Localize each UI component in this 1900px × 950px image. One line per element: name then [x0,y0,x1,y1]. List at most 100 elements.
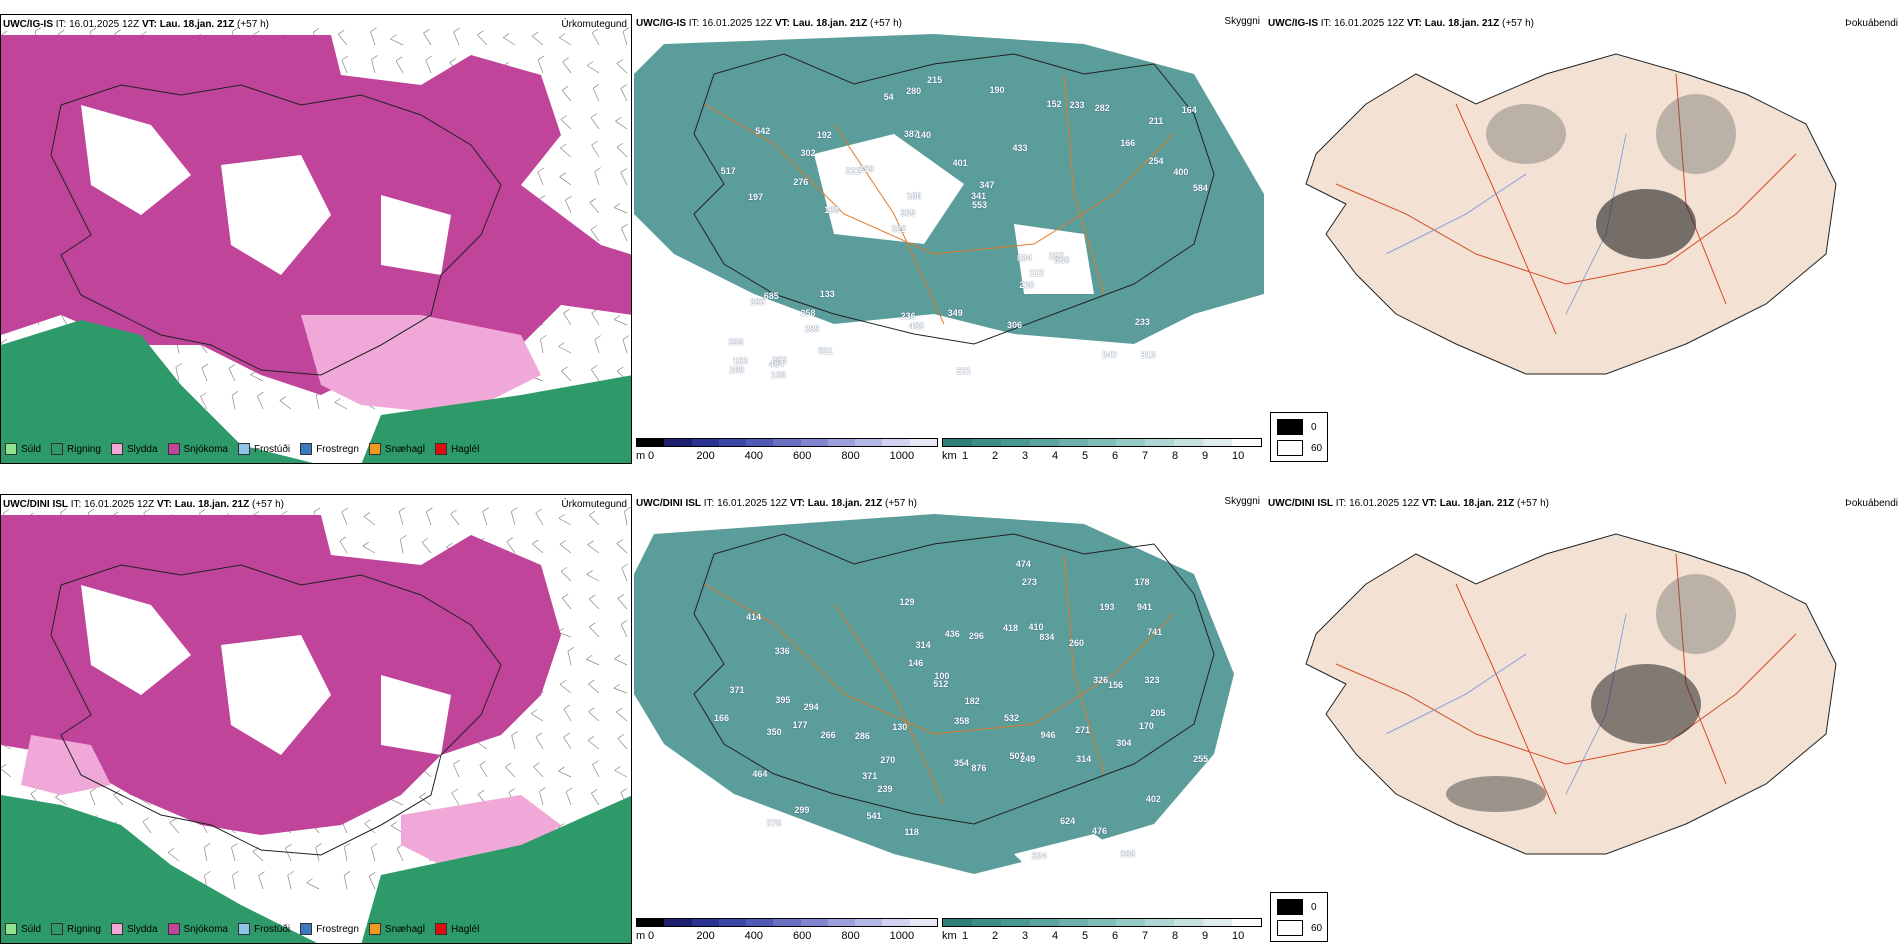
scale-tick: 3 [1022,930,1029,942]
peak-elevation-label: 741 [1147,626,1163,637]
peak-elevation-label: 189 [824,205,840,216]
legend-item-snjokoma: Snjókoma [167,923,228,935]
scale-tick: 4 [1052,450,1059,462]
legend-item-snaehagl: Snæhagl [368,443,425,455]
scale-tick: 200 [696,450,715,462]
scale-unit: km [942,450,957,462]
scale-tick: 400 [744,930,764,942]
panel-header: UWC/IG-IS IT: 16.01.2025 12Z VT: Lau. 18… [3,19,269,30]
peak-elevation-label: 197 [747,192,763,203]
peak-elevation-label: 314 [1076,753,1092,764]
scale-tick: 7 [1142,930,1149,942]
peak-elevation-label: 354 [953,758,969,769]
peak-elevation-label: 314 [915,639,931,650]
peak-elevation-label: 299 [794,805,810,816]
scale-tick: 10 [1232,450,1245,462]
rain-area [1,795,317,943]
elevation-scale-bar [636,918,938,927]
peak-elevation-label: 205 [729,365,745,376]
scale-tick: 400 [744,450,764,462]
precip-type-map-1 [1,26,631,463]
peak-elevation-label: 553 [971,199,988,210]
peak-elevation-label: 211 [1148,115,1164,126]
peak-elevation-label: 339 [900,207,916,218]
peak-elevation-label: 286 [854,730,870,741]
peak-elevation-label: 624 [1060,815,1076,826]
panel-title-fog: Þokuábendi [1845,498,1898,509]
peak-elevation-label: 230 [1019,280,1035,291]
legend-item-snaehagl: Snæhagl [368,923,425,935]
peak-elevation-label: 280 [906,86,922,97]
peak-elevation-label: 532 [1003,712,1019,723]
legend-item-suld: Súld [5,923,41,935]
legend-item-frostregn: Frostregn [300,923,359,935]
scale-tick: 1000 [889,930,915,942]
peak-elevation-label: 215 [927,74,943,85]
scale-tick: 8 [1172,450,1179,462]
precip-type-panel-2: UWC/DINI ISL IT: 16.01.2025 12Z VT: Lau.… [0,494,632,944]
peak-elevation-label: 371 [729,684,745,695]
peak-elevation-label: 324 [1031,851,1047,862]
rain-area [1,320,313,463]
sleet-area [301,315,541,415]
legend-item-frostregn: Frostregn [300,443,359,455]
panel-header: UWC/IG-IS IT: 16.01.2025 12Z VT: Lau. 18… [1268,18,1534,29]
peak-elevation-label: 323 [1144,675,1160,686]
peak-elevation-label: 233 [1134,317,1150,328]
peak-elevation-label: 834 [1039,631,1055,642]
peak-elevation-label: 152 [1046,98,1062,109]
peak-elevation-label: 542 [755,126,771,137]
peak-elevation-label: 180 [906,190,922,201]
peak-elevation-label: 517 [720,165,736,176]
peak-elevation-label: 512 [933,679,949,690]
peak-elevation-label: 418 [1002,623,1018,634]
scale-tick: 10 [1232,930,1245,942]
peak-elevation-label: 130 [892,721,908,732]
peak-elevation-label: 531 [818,345,834,356]
peak-elevation-label: 178 [1134,576,1150,587]
peak-elevation-label: 630 [1054,254,1070,265]
peak-elevation-label: 436 [944,629,960,640]
peak-elevation-label: 349 [947,308,963,319]
peak-elevation-label: 221 [845,166,861,177]
scale-tick: 1 [962,450,969,462]
peak-elevation-label: 133 [819,288,835,299]
peak-elevation-label: 140 [915,129,931,140]
peak-elevation-label: 282 [1094,102,1110,113]
peak-elevation-label: 177 [792,720,808,731]
peak-elevation-label: 273 [1021,577,1037,588]
scale-tick: 3 [1022,450,1029,462]
peak-elevation-label: 249 [1020,753,1036,764]
peak-elevation-label: 276 [766,817,782,828]
peak-elevation-label: 271 [1075,725,1091,736]
scale-tick: 6 [1112,450,1119,462]
scale-tick: 0 [648,930,655,942]
peak-elevation-label: 266 [820,729,836,740]
scale-unit: km [942,930,957,942]
peak-elevation-label: 476 [1092,826,1108,837]
scale-tick: 5 [1082,930,1089,942]
peak-elevation-label: 247 [1102,349,1118,360]
peak-elevation-label: 182 [964,696,980,707]
precip-type-map-2 [1,506,631,943]
scale-tick: 600 [793,450,812,462]
peak-elevation-label: 358 [954,715,970,726]
peak-elevation-label: 395 [775,694,791,705]
scale-tick: 800 [841,930,860,942]
scale-tick: 200 [696,930,715,942]
peak-elevation-label: 166 [1120,138,1136,149]
peak-elevation-label: 399 [728,336,744,347]
peak-elevation-label: 296 [968,631,984,642]
precip-type-legend: Súld Rigning Slydda Snjókoma Frostúði Fr… [5,923,479,935]
peak-elevation-label: 474 [1015,559,1031,570]
scale-unit: m [636,930,646,942]
fog-map-2 [1305,533,1837,855]
peak-elevation-label: 289 [804,324,820,335]
legend-item-rigning: Rigning [51,443,101,455]
scale-tick: 0 [648,450,655,462]
peak-elevation-label: 146 [908,657,924,668]
peak-elevation-label: 54 [883,91,894,102]
scale-tick: 9 [1202,450,1209,462]
visibility-panel-1: UWC/IG-IS IT: 16.01.2025 12Z VT: Lau. 18… [634,14,1264,464]
peak-elevation-label: 876 [971,763,987,774]
